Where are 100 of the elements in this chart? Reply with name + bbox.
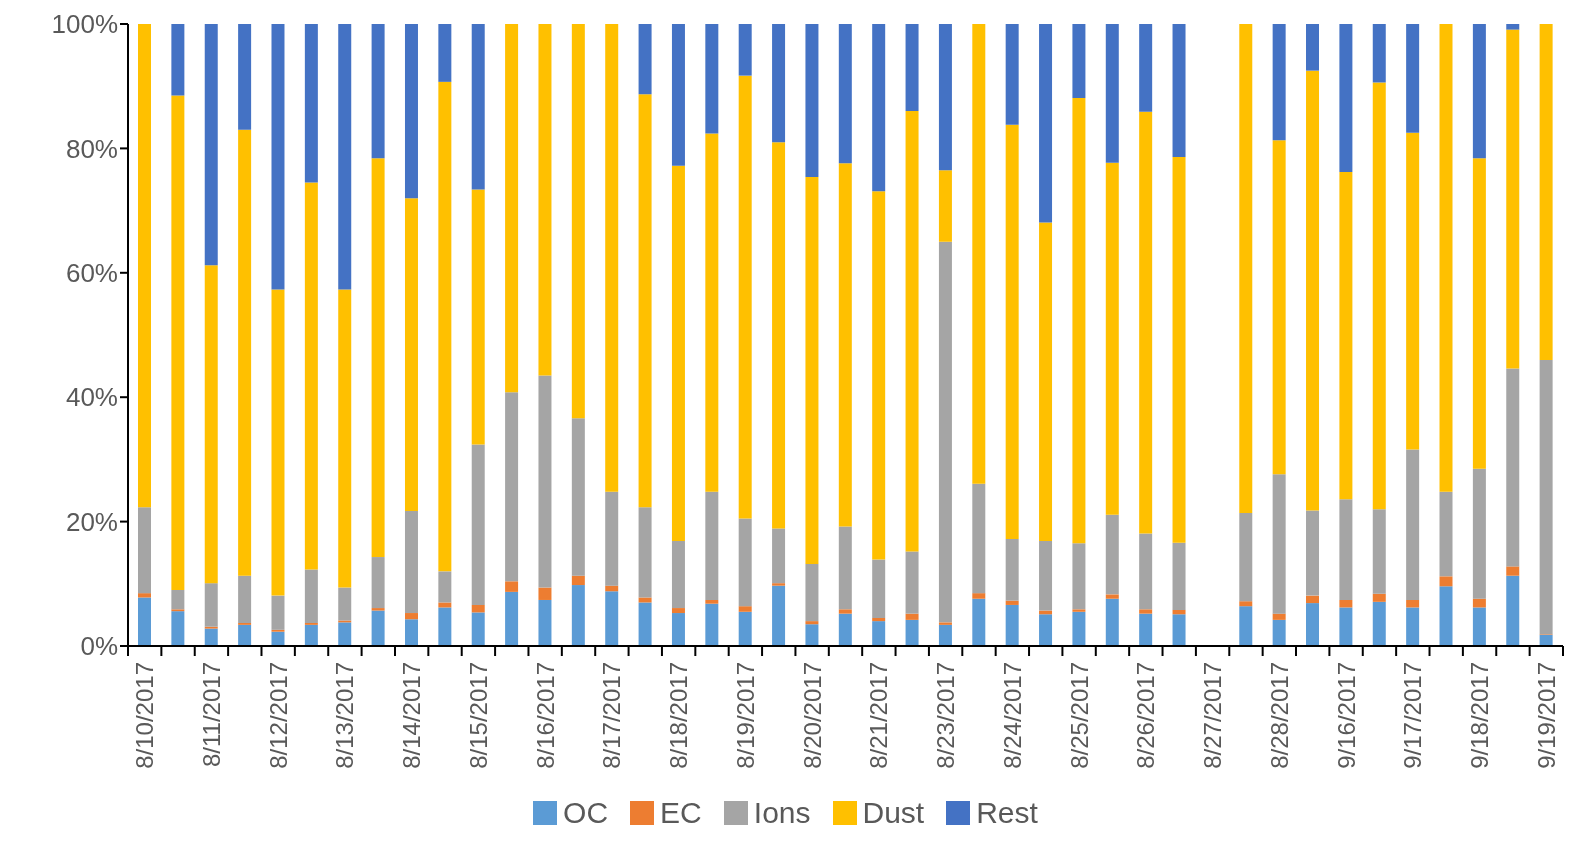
bar (1306, 510, 1320, 596)
bar (371, 610, 385, 646)
bar (1339, 172, 1353, 500)
bar (1506, 24, 1520, 30)
bar (938, 24, 952, 171)
bar (1139, 533, 1153, 610)
bar (1005, 600, 1019, 605)
bar (505, 581, 519, 592)
bar (772, 528, 786, 584)
bar (1272, 474, 1286, 614)
legend-label: Ions (753, 796, 811, 830)
x-tick-label: 8/16/2017 (531, 662, 559, 769)
bar (1172, 157, 1186, 543)
bar (638, 602, 652, 646)
bar (805, 177, 819, 564)
bar (1372, 601, 1386, 646)
bar (1439, 586, 1453, 646)
bar (1172, 542, 1186, 610)
bar (1439, 576, 1453, 587)
bar (571, 575, 585, 586)
bar (1005, 24, 1019, 125)
bar (304, 182, 318, 570)
bar (1372, 82, 1386, 510)
bar (538, 375, 552, 588)
bar (1272, 24, 1286, 141)
bar (1139, 24, 1153, 112)
bar (1506, 368, 1520, 567)
bar (1139, 613, 1153, 646)
y-tick-label: 20% (65, 506, 118, 537)
bar (338, 24, 352, 290)
bar (204, 24, 218, 266)
bar (438, 602, 452, 608)
bar (571, 24, 585, 419)
bar (204, 265, 218, 584)
x-tick-label: 8/13/2017 (331, 662, 359, 769)
bar (905, 551, 919, 614)
bar (805, 24, 819, 178)
bar (838, 163, 852, 527)
bar (271, 289, 285, 596)
bar (772, 24, 786, 143)
bar (1306, 24, 1320, 71)
bar (238, 129, 252, 576)
bar (1239, 512, 1253, 602)
bar (1472, 607, 1486, 646)
bar (1239, 24, 1253, 513)
legend-label: Dust (862, 796, 925, 830)
y-tick-label: 60% (65, 258, 118, 289)
x-tick-label: 8/14/2017 (398, 662, 426, 769)
bar (471, 612, 485, 646)
bar (538, 24, 552, 376)
bar (1239, 606, 1253, 646)
x-tick-label: 8/24/2017 (998, 662, 1026, 769)
legend-label: EC (660, 796, 702, 830)
bar (238, 24, 252, 130)
bar (872, 559, 886, 619)
bar (371, 608, 385, 611)
bar (1539, 24, 1553, 360)
bar (171, 95, 185, 591)
bar (1039, 614, 1053, 646)
bar (838, 613, 852, 646)
bar (738, 75, 752, 519)
bar (1105, 598, 1119, 646)
bar (1472, 158, 1486, 469)
bar (1406, 607, 1420, 646)
bar (1072, 609, 1086, 612)
bar (872, 191, 886, 560)
x-tick-label: 9/16/2017 (1332, 662, 1360, 769)
bar (938, 241, 952, 623)
bar (1372, 509, 1386, 594)
bar (338, 622, 352, 646)
bar (1339, 24, 1353, 173)
bar (1539, 359, 1553, 635)
bar (1072, 611, 1086, 646)
x-tick-label: 8/17/2017 (598, 662, 626, 769)
bar (1005, 124, 1019, 540)
bar (204, 628, 218, 646)
x-tick-label: 8/26/2017 (1132, 662, 1160, 769)
bar (271, 24, 285, 290)
bar (605, 591, 619, 646)
bar (738, 606, 752, 612)
bar (1072, 98, 1086, 544)
bar (571, 585, 585, 646)
bar (671, 165, 685, 541)
bar (1172, 614, 1186, 646)
bar (938, 622, 952, 625)
bar (605, 24, 619, 492)
bar (705, 603, 719, 646)
bar (1105, 594, 1119, 599)
bar (738, 611, 752, 646)
bar (404, 619, 418, 646)
bar (1306, 603, 1320, 646)
x-tick-label: 8/23/2017 (932, 662, 960, 769)
x-tick-label: 9/19/2017 (1532, 662, 1560, 769)
bar (1039, 24, 1053, 223)
bar (772, 583, 786, 586)
bar (838, 609, 852, 614)
x-tick-label: 9/17/2017 (1399, 662, 1427, 769)
bar (471, 24, 485, 190)
bar (371, 158, 385, 558)
bar (1472, 598, 1486, 608)
